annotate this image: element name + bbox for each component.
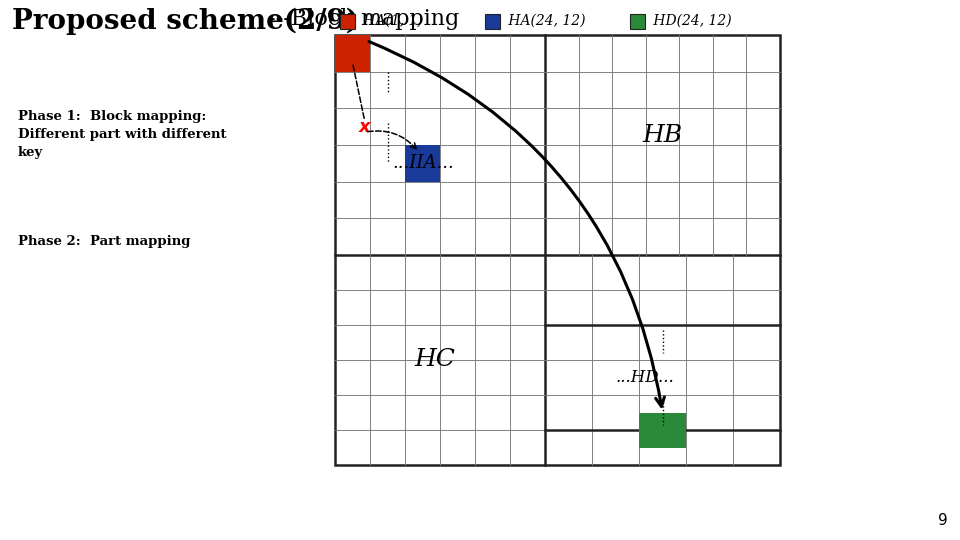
Bar xyxy=(405,145,440,181)
Bar xyxy=(485,14,500,29)
Text: Proposed scheme(2/9): Proposed scheme(2/9) xyxy=(12,8,359,35)
Bar xyxy=(335,35,370,72)
Bar xyxy=(639,413,686,448)
Text: 9: 9 xyxy=(938,513,948,528)
Text: HA(1, 1): HA(1, 1) xyxy=(359,14,422,28)
Text: HD(24, 12): HD(24, 12) xyxy=(649,14,732,28)
Text: ...IIA...: ...IIA... xyxy=(392,154,454,172)
Text: Phase 2:  Part mapping: Phase 2: Part mapping xyxy=(18,235,190,248)
Text: ---Block mapping: ---Block mapping xyxy=(268,8,459,30)
Text: Phase 1:  Block mapping:
Different part with different
key: Phase 1: Block mapping: Different part w… xyxy=(18,110,227,159)
Bar xyxy=(335,35,780,465)
Text: HB: HB xyxy=(642,124,683,146)
Bar xyxy=(630,14,645,29)
Bar xyxy=(340,14,355,29)
Text: x: x xyxy=(359,118,371,136)
Text: ...HD...: ...HD... xyxy=(615,369,674,386)
Text: HA(24, 12): HA(24, 12) xyxy=(504,14,586,28)
Text: HC: HC xyxy=(415,348,455,372)
